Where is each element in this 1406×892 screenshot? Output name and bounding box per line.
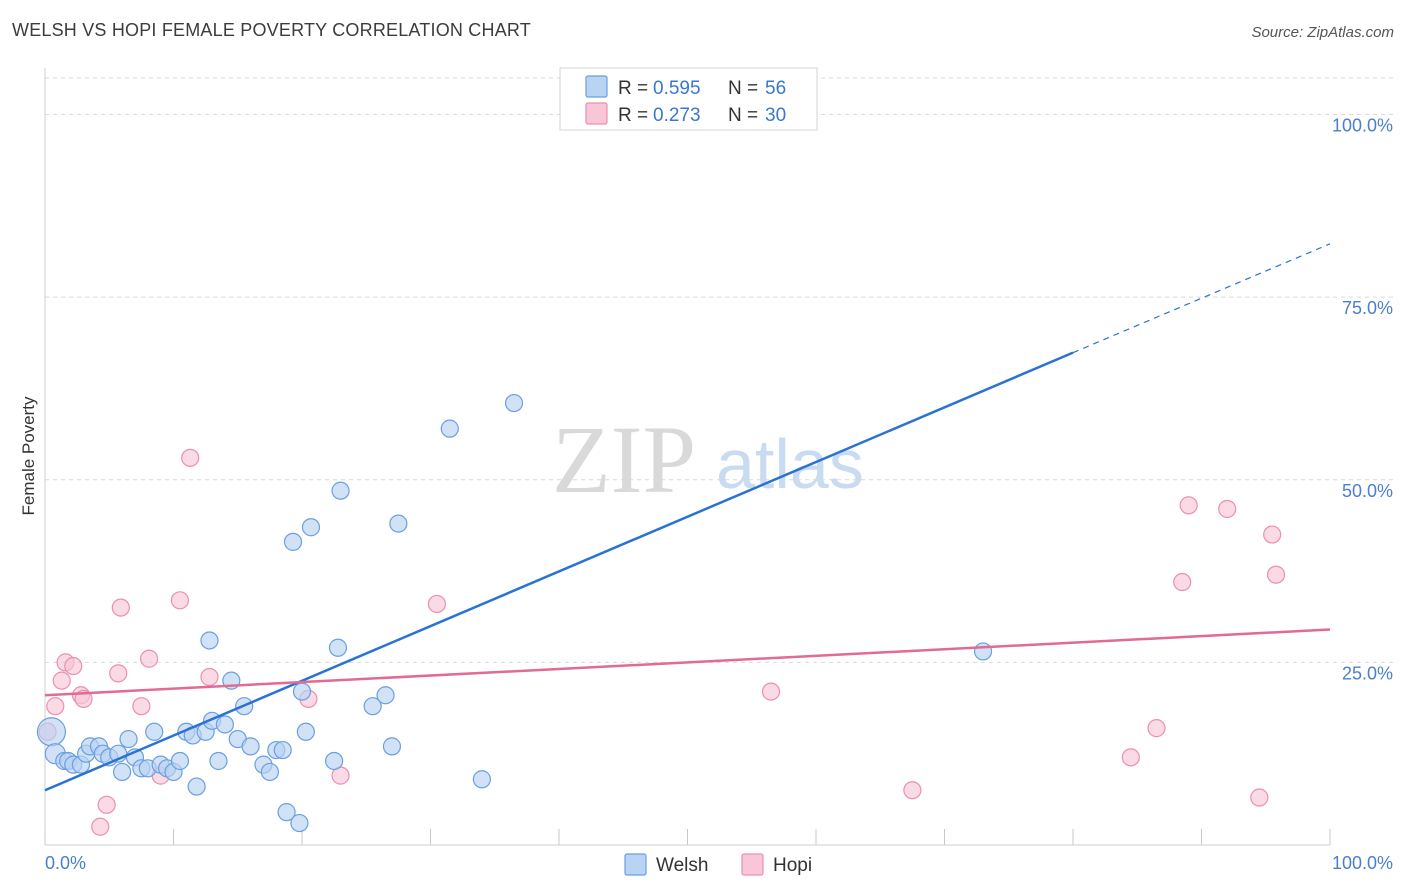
legend-hopi-r-value: 0.273 [653, 105, 701, 126]
legend-welsh-n-value: 56 [765, 78, 786, 99]
welsh-point [382, 737, 402, 756]
hopi-point [1173, 572, 1192, 592]
y-tick-labels: 25.0% 50.0% 75.0% 100.0% [1332, 116, 1393, 684]
x-axis-ticks [44, 829, 1331, 845]
welsh-trend-line-extension [1072, 243, 1331, 354]
hopi-point [111, 598, 130, 617]
welsh-point [36, 717, 67, 747]
hopi-point [1179, 496, 1198, 515]
bottom-legend-hopi-swatch [741, 853, 764, 876]
bottom-legend-welsh-label: Welsh [656, 855, 708, 876]
y-tick-label: 100.0% [1332, 116, 1393, 136]
hopi-trend-line [44, 628, 1331, 697]
trend-lines [44, 243, 1331, 792]
welsh-point [296, 722, 315, 741]
top-legend: R = 0.595 N = 56 R = 0.273 N = 30 [559, 67, 818, 131]
welsh-point [389, 514, 408, 533]
welsh-point [209, 751, 228, 771]
hopi-point [903, 781, 922, 800]
welsh-point [301, 518, 321, 537]
hopi-point [64, 656, 83, 676]
welsh-point [273, 740, 292, 760]
welsh-point [283, 532, 303, 551]
hopi-point [91, 817, 110, 836]
hopi-point [46, 697, 65, 716]
hopi-point [761, 682, 781, 701]
legend-welsh-n-label: N = [728, 78, 758, 99]
hopi-point [97, 795, 116, 814]
hopi-point [139, 649, 159, 668]
welsh-trend-line [44, 351, 1074, 792]
legend-hopi-r-label: R = [618, 105, 648, 126]
x-tick-label-max: 100.0% [1332, 853, 1393, 873]
welsh-point [145, 722, 164, 741]
welsh-points [36, 101, 993, 833]
welsh-point [215, 715, 234, 734]
hopi-point [427, 594, 447, 614]
grid-lines [45, 77, 1393, 663]
welsh-point [119, 729, 138, 749]
hopi-point [132, 697, 151, 716]
chart-title: WELSH VS HOPI FEMALE POVERTY CORRELATION… [12, 20, 531, 40]
welsh-point [504, 393, 524, 413]
hopi-point [1218, 499, 1237, 519]
welsh-point [260, 762, 279, 782]
hopi-point [109, 664, 128, 683]
watermark-atlas: atlas [716, 425, 864, 503]
welsh-point [325, 751, 344, 771]
welsh-point [112, 762, 132, 782]
welsh-point [170, 751, 190, 771]
source-label: Source: ZipAtlas.com [1251, 24, 1394, 41]
welsh-point [241, 737, 260, 756]
legend-hopi-swatch [585, 102, 608, 125]
legend-hopi-n-value: 30 [765, 105, 786, 126]
legend-welsh-r-value: 0.595 [653, 78, 701, 99]
welsh-point [187, 777, 206, 796]
hopi-point [1250, 788, 1269, 807]
hopi-point [1263, 525, 1282, 544]
hopi-point [52, 671, 71, 690]
legend-welsh-r-label: R = [618, 78, 648, 99]
legend-hopi-n-label: N = [728, 105, 758, 126]
y-tick-label: 25.0% [1342, 663, 1393, 683]
x-tick-label-min: 0.0% [45, 853, 86, 873]
hopi-point [1121, 748, 1140, 767]
welsh-point [328, 638, 348, 657]
welsh-point [973, 642, 993, 661]
y-tick-label: 75.0% [1342, 298, 1393, 318]
welsh-point [331, 481, 350, 500]
y-tick-label: 50.0% [1342, 481, 1393, 501]
hopi-point [170, 591, 190, 610]
legend-welsh-swatch [585, 75, 608, 98]
welsh-point [440, 419, 459, 438]
welsh-point [292, 682, 312, 701]
y-axis-label: Female Poverty [19, 396, 38, 516]
bottom-legend: Welsh Hopi [624, 853, 812, 876]
watermark-zip: ZIP [552, 406, 696, 513]
welsh-point [363, 697, 382, 716]
hopi-point [200, 667, 219, 687]
welsh-point [277, 803, 296, 822]
bottom-legend-hopi-label: Hopi [773, 855, 812, 876]
welsh-point [200, 631, 219, 650]
welsh-point [472, 770, 491, 789]
hopi-point [181, 448, 200, 467]
welsh-point [290, 813, 309, 833]
bottom-legend-welsh-swatch [624, 853, 647, 876]
hopi-point [1147, 719, 1166, 738]
hopi-point [1266, 565, 1286, 584]
welsh-point [376, 686, 395, 705]
